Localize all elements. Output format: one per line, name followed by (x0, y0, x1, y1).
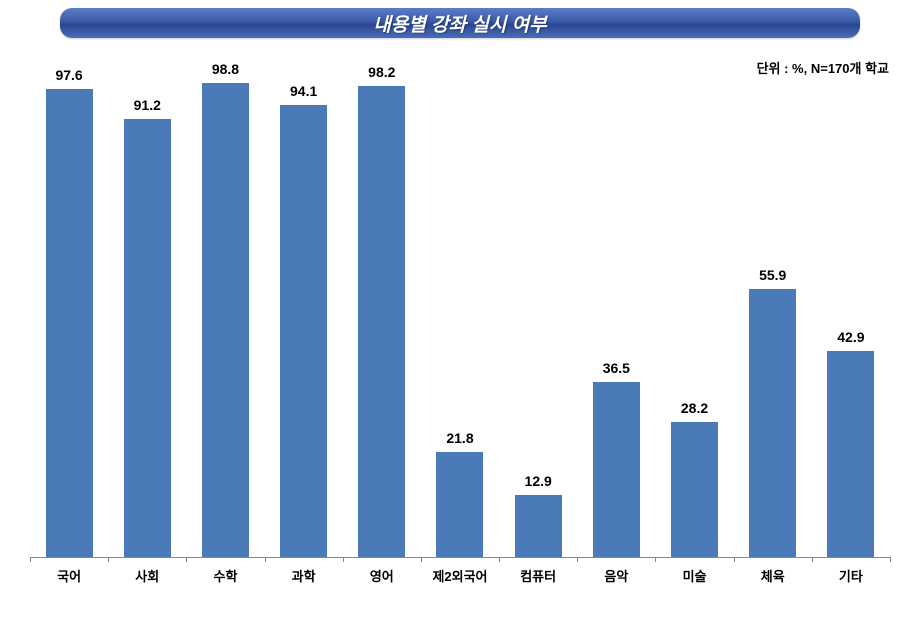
bar-value-label: 42.9 (827, 329, 874, 345)
bar-value-label: 94.1 (280, 83, 327, 99)
bar: 91.2 (124, 119, 171, 557)
bar: 55.9 (749, 289, 796, 557)
bar: 98.8 (202, 83, 249, 557)
axis-tick (30, 557, 31, 562)
category-label: 수학 (186, 566, 264, 585)
bar-value-label: 12.9 (515, 473, 562, 489)
bar-value-label: 36.5 (593, 360, 640, 376)
axis-tick (108, 557, 109, 562)
axis-tick (577, 557, 578, 562)
bar-value-label: 98.8 (202, 61, 249, 77)
bar-value-label: 55.9 (749, 267, 796, 283)
chart-area: 97.6 91.2 98.8 94.1 98.2 21.8 12.9 36.5 28.2 55.9… (30, 78, 890, 588)
category-label: 사회 (108, 566, 186, 585)
category-label: 체육 (734, 566, 812, 585)
bar: 36.5 (593, 382, 640, 557)
category-label: 제2외국어 (421, 566, 499, 585)
axis-tick (734, 557, 735, 562)
axis-tick (655, 557, 656, 562)
axis-tick (186, 557, 187, 562)
bar: 42.9 (827, 351, 874, 557)
axis-tick (812, 557, 813, 562)
bar: 28.2 (671, 422, 718, 557)
bar: 21.8 (436, 452, 483, 557)
chart-title: 내용별 강좌 실시 여부 (373, 10, 546, 37)
bar-value-label: 91.2 (124, 97, 171, 113)
chart-title-bar: 내용별 강좌 실시 여부 (60, 8, 860, 38)
category-label: 국어 (30, 566, 108, 585)
category-label: 과학 (265, 566, 343, 585)
axis-tick (421, 557, 422, 562)
bar: 97.6 (46, 89, 93, 557)
axis-tick (265, 557, 266, 562)
bar: 94.1 (280, 105, 327, 557)
bar-value-label: 98.2 (358, 64, 405, 80)
category-label: 컴퓨터 (499, 566, 577, 585)
bar-value-label: 28.2 (671, 400, 718, 416)
category-label: 기타 (812, 566, 890, 585)
unit-label: 단위 : %, N=170개 학교 (757, 58, 889, 77)
bar: 98.2 (358, 86, 405, 557)
plot-area: 97.6 91.2 98.8 94.1 98.2 21.8 12.9 36.5 28.2 55.9… (30, 78, 890, 558)
category-label: 미술 (655, 566, 733, 585)
category-label: 음악 (577, 566, 655, 585)
axis-tick (499, 557, 500, 562)
bar-value-label: 97.6 (46, 67, 93, 83)
axis-tick (343, 557, 344, 562)
bar: 12.9 (515, 495, 562, 557)
bar-value-label: 21.8 (436, 430, 483, 446)
axis-tick (890, 557, 891, 562)
category-label: 영어 (343, 566, 421, 585)
